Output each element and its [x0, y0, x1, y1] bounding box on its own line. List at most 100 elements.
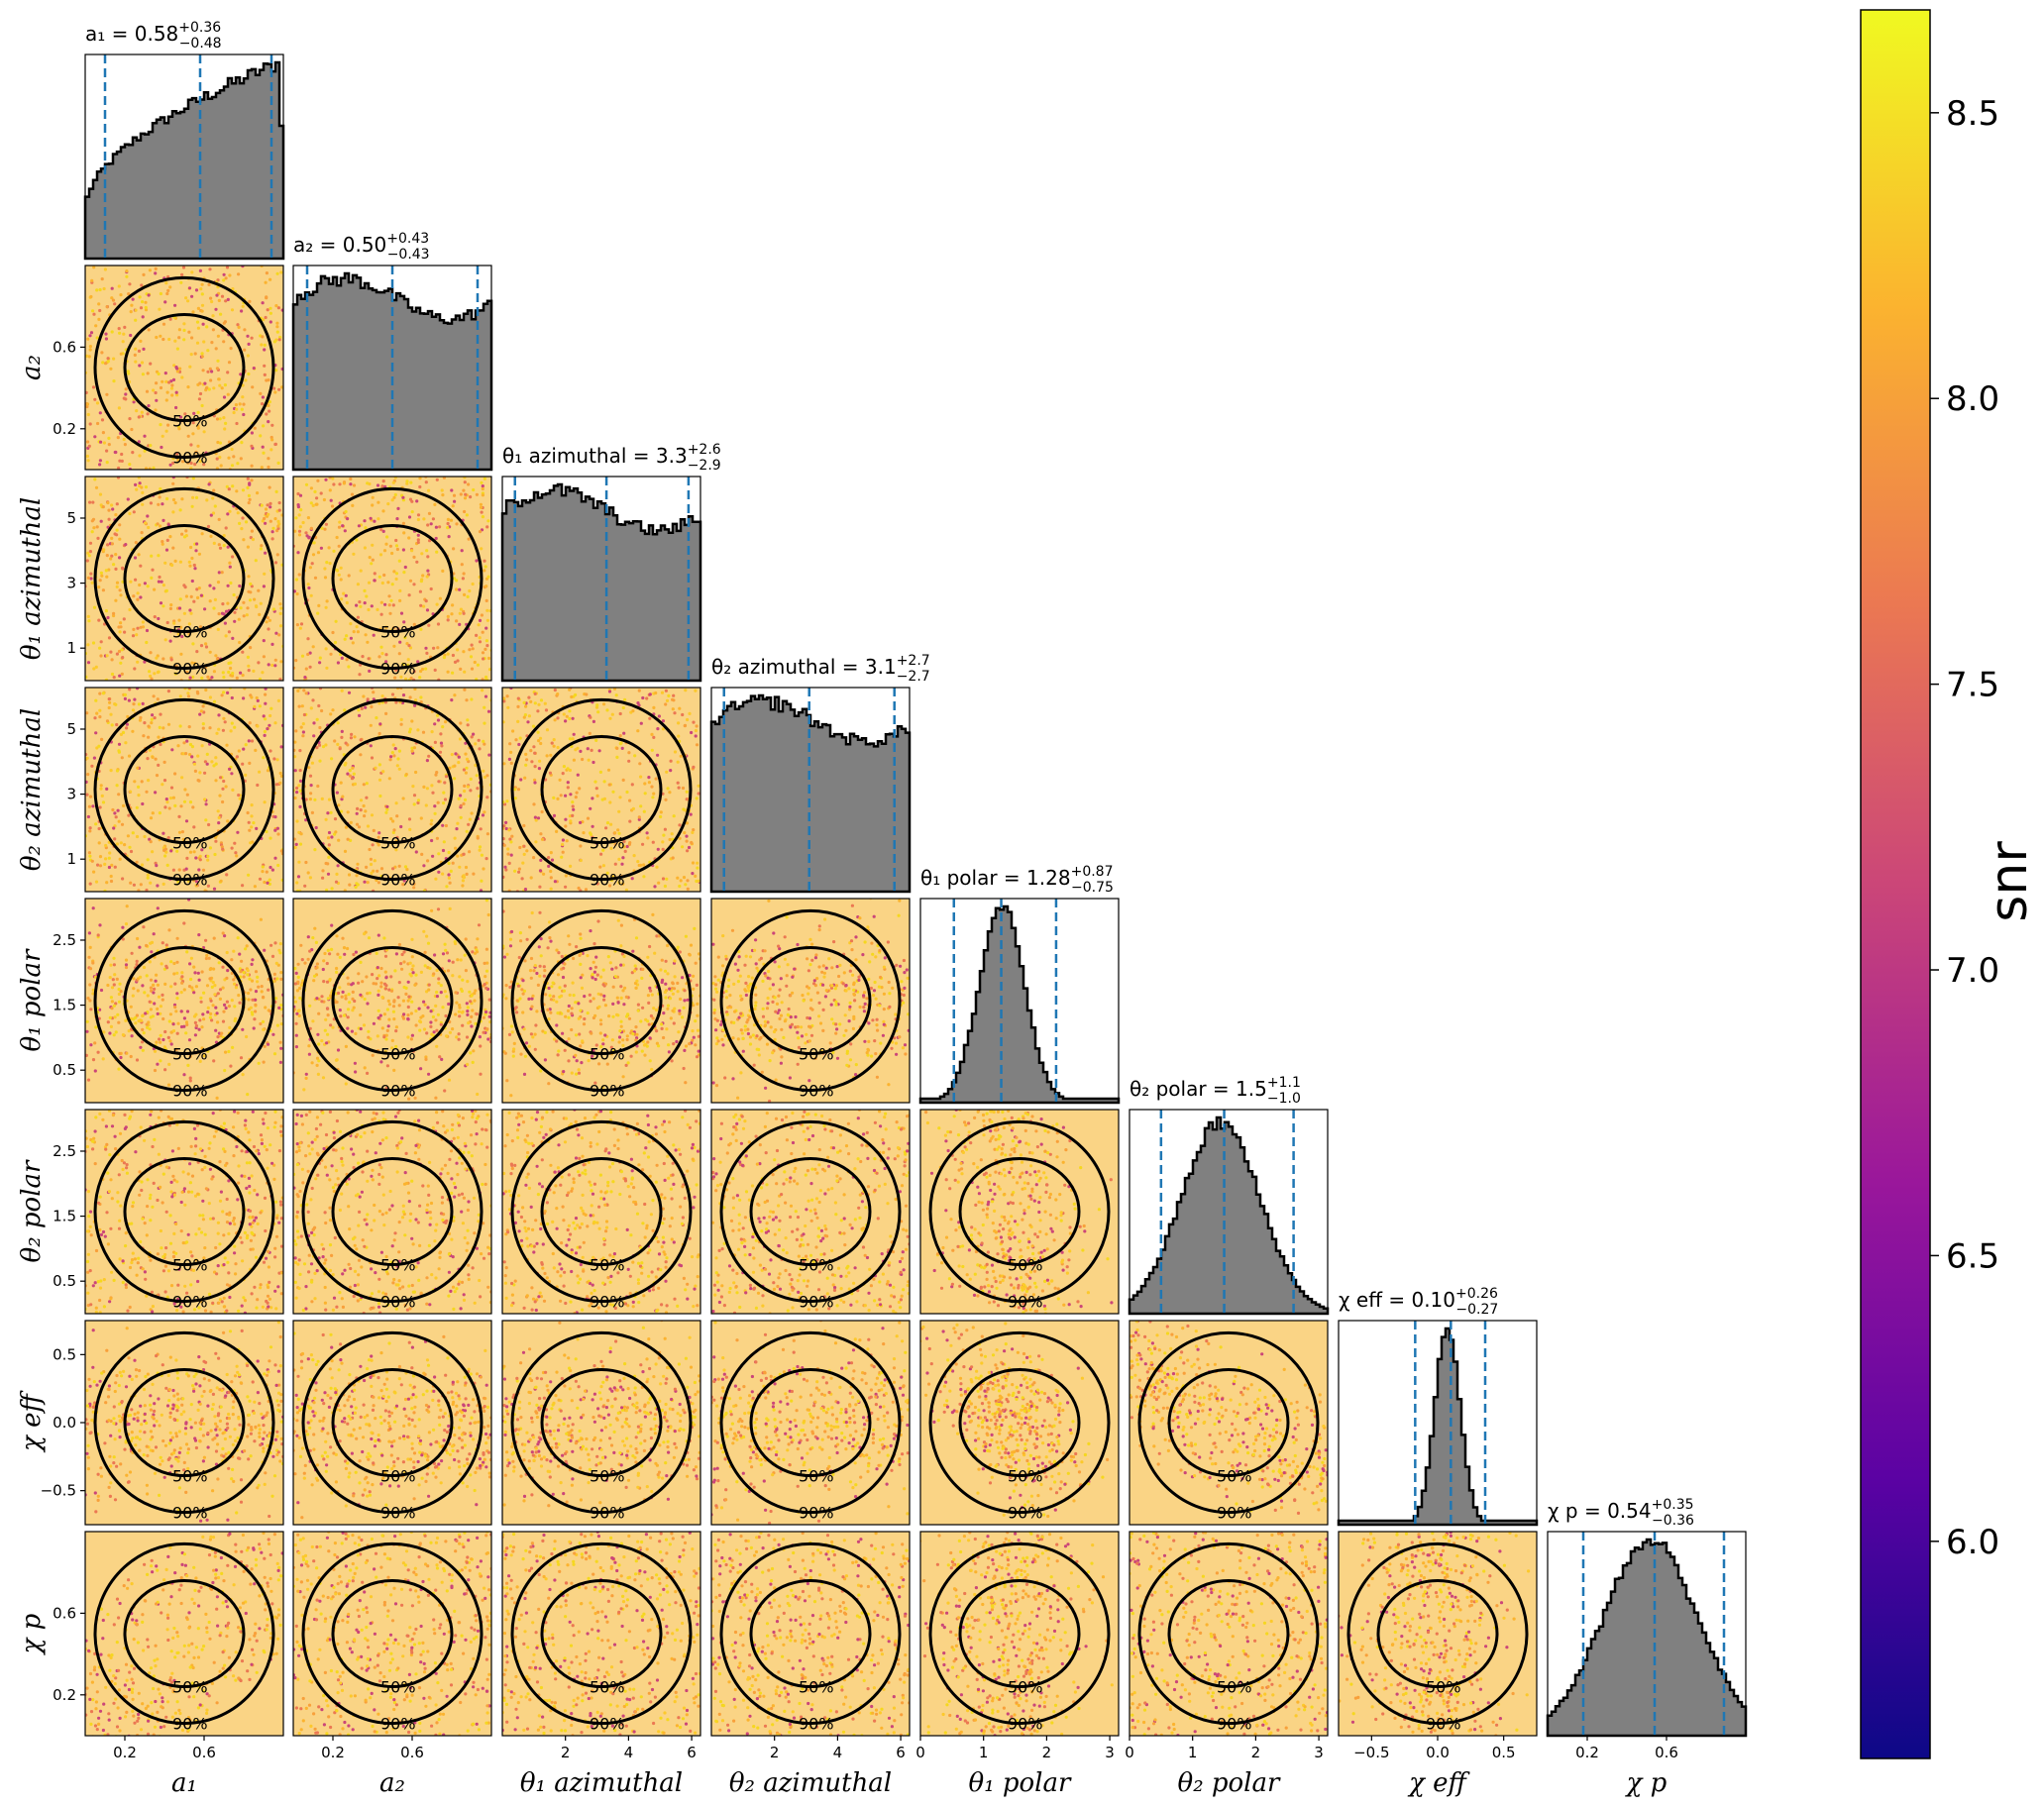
contour-50-chi_eff-theta1_az — [540, 1367, 663, 1478]
contour-label-90: 90% — [590, 1715, 625, 1734]
contour-label-90: 90% — [380, 1504, 416, 1523]
contour-label-90: 90% — [799, 1715, 834, 1734]
contour-label-90: 90% — [799, 1504, 834, 1523]
panel-chi_eff-a2: 50% 90% — [292, 1320, 492, 1526]
scatter-chi_eff-theta2_pol — [1130, 1321, 1328, 1525]
panel-a1-a1: a₁ = 0.58+0.36 −0.48 — [83, 20, 285, 261]
panel-theta1_pol-a1: 50% 90% 0.5 1.5 2.5 θ₁ polar — [17, 898, 284, 1104]
contour-label-50: 50% — [172, 1467, 208, 1486]
colorbar-gradient — [1860, 9, 1931, 1759]
panel-frame — [292, 1109, 492, 1315]
scatter-chi_p-theta1_pol — [920, 1532, 1119, 1736]
contour-label-50: 50% — [380, 834, 416, 853]
contour-50-theta2_pol-theta2_az — [749, 1156, 872, 1267]
x-tick-label: 4 — [624, 1744, 634, 1761]
x-axis-label-theta2_az: θ₂ azimuthal — [729, 1768, 892, 1798]
contour-90-chi_p-a1 — [93, 1542, 275, 1726]
contour-label-90: 90% — [799, 1082, 834, 1101]
contour-label-50: 50% — [172, 834, 208, 853]
panel-frame — [292, 1320, 492, 1526]
panel-chi_eff-a1: 50% 90% −0.5 0.0 0.5 χ eff — [17, 1320, 284, 1526]
contour-50-chi_p-chi_eff — [1376, 1578, 1499, 1689]
x-tick-label: 3 — [1314, 1744, 1324, 1761]
panel-chi_eff-theta1_az: 50% 90% — [501, 1320, 701, 1526]
contour-label-50: 50% — [590, 1467, 625, 1486]
contour-90-theta2_az-theta1_az — [510, 697, 693, 882]
contour-label-90: 90% — [590, 1293, 625, 1312]
y-tick-label: 0.6 — [53, 1604, 76, 1622]
panel-chi_p-theta1_az: 50% 90% 2 4 6θ₁ azimuthal — [501, 1531, 701, 1798]
panel-theta2_pol-a1: 50% 90% 0.5 1.5 2.5 θ₂ polar — [17, 1109, 284, 1315]
scatter-chi_p-a1 — [85, 1532, 283, 1736]
contour-90-chi_p-theta2_pol — [1137, 1542, 1320, 1726]
contour-90-theta1_pol-theta2_az — [719, 908, 902, 1093]
y-axis-label-theta2_pol: θ₂ polar — [17, 1159, 47, 1262]
panel-theta1_pol-theta2_az: 50% 90% — [710, 898, 911, 1104]
contour-label-50: 50% — [590, 1678, 625, 1697]
contour-label-90: 90% — [590, 1504, 625, 1523]
panel-theta2_pol-theta1_az: 50% 90% — [501, 1109, 701, 1315]
contour-50-chi_p-theta2_az — [749, 1578, 872, 1689]
contour-90-chi_p-a2 — [301, 1542, 484, 1726]
y-tick-label: 3 — [66, 786, 76, 803]
scatter-chi_p-theta2_pol — [1130, 1532, 1328, 1736]
contour-label-50: 50% — [1217, 1678, 1252, 1697]
contour-label-50: 50% — [590, 1256, 625, 1275]
panel-theta2_pol-theta2_pol: θ₂ polar = 1.5+1.1 −1.0 — [1128, 1075, 1330, 1316]
panel-theta2_az-theta2_az: θ₂ azimuthal = 3.1+2.7 −2.7 — [709, 653, 930, 894]
contour-90-chi_eff-theta1_az — [510, 1330, 693, 1515]
x-tick-label: 2 — [1251, 1744, 1261, 1761]
contour-label-90: 90% — [1217, 1715, 1252, 1734]
contour-label-90: 90% — [172, 1504, 208, 1523]
contour-90-chi_p-theta2_az — [719, 1542, 902, 1726]
contour-50-chi_p-theta1_az — [540, 1578, 663, 1689]
scatter-theta1_pol-a1 — [85, 899, 283, 1103]
contour-label-50: 50% — [172, 1045, 208, 1064]
contour-label-90: 90% — [172, 449, 208, 468]
panel-frame — [1129, 1320, 1329, 1526]
scatter-chi_eff-theta1_pol — [920, 1321, 1119, 1525]
contour-50-theta2_az-a1 — [123, 734, 246, 845]
contour-label-90: 90% — [590, 1082, 625, 1101]
contour-label-90: 90% — [1426, 1715, 1461, 1734]
scatter-theta1_pol-theta1_az — [502, 899, 700, 1103]
contour-50-chi_p-a2 — [331, 1578, 454, 1689]
colorbar-label: snr — [1980, 841, 2039, 922]
x-tick-label: 0.2 — [321, 1744, 345, 1761]
contour-label-50: 50% — [799, 1467, 834, 1486]
y-tick-label: 1 — [66, 850, 76, 868]
contour-50-theta2_az-a2 — [331, 734, 454, 845]
y-tick-label: 0.5 — [53, 1061, 76, 1079]
panel-frame — [501, 1320, 701, 1526]
contour-50-theta1_pol-a2 — [331, 945, 454, 1056]
contour-label-50: 50% — [1008, 1678, 1043, 1697]
contour-label-50: 50% — [172, 1256, 208, 1275]
x-tick-label: 2 — [770, 1744, 780, 1761]
scatter-chi_p-chi_eff — [1339, 1532, 1537, 1736]
panel-frame — [1338, 1320, 1538, 1526]
contour-label-50: 50% — [1008, 1256, 1043, 1275]
contour-50-chi_p-theta2_pol — [1167, 1578, 1290, 1689]
panel-frame — [919, 1531, 1120, 1737]
x-tick-label: 0.6 — [1655, 1744, 1678, 1761]
x-tick-label: 0 — [1125, 1744, 1134, 1761]
contour-label-50: 50% — [380, 623, 416, 642]
panel-chi_eff-theta2_az: 50% 90% — [710, 1320, 911, 1526]
y-tick-label: 0.6 — [53, 338, 76, 356]
x-tick-label: 2 — [1042, 1744, 1052, 1761]
contour-50-theta1_az-a2 — [331, 523, 454, 634]
panel-chi_p-theta2_pol: 50% 90% 0 1 2 3 θ₂ polar — [1125, 1531, 1329, 1798]
panel-frame — [501, 1109, 701, 1315]
contour-50-chi_eff-theta2_pol — [1167, 1367, 1290, 1478]
contour-90-theta1_az-a2 — [301, 486, 484, 671]
contour-90-theta1_az-a1 — [93, 486, 275, 671]
panel-chi_eff-theta1_pol: 50% 90% — [919, 1320, 1120, 1526]
panel-theta2_pol-theta2_az: 50% 90% — [710, 1109, 911, 1315]
y-tick-label: 5 — [66, 720, 76, 738]
histogram-theta1_az — [500, 482, 702, 683]
contour-label-90: 90% — [380, 1082, 416, 1101]
panel-frame — [919, 1109, 1120, 1315]
contour-90-theta2_pol-theta1_az — [510, 1119, 693, 1304]
x-tick-label: 0.6 — [192, 1744, 216, 1761]
contour-label-90: 90% — [1008, 1715, 1043, 1734]
